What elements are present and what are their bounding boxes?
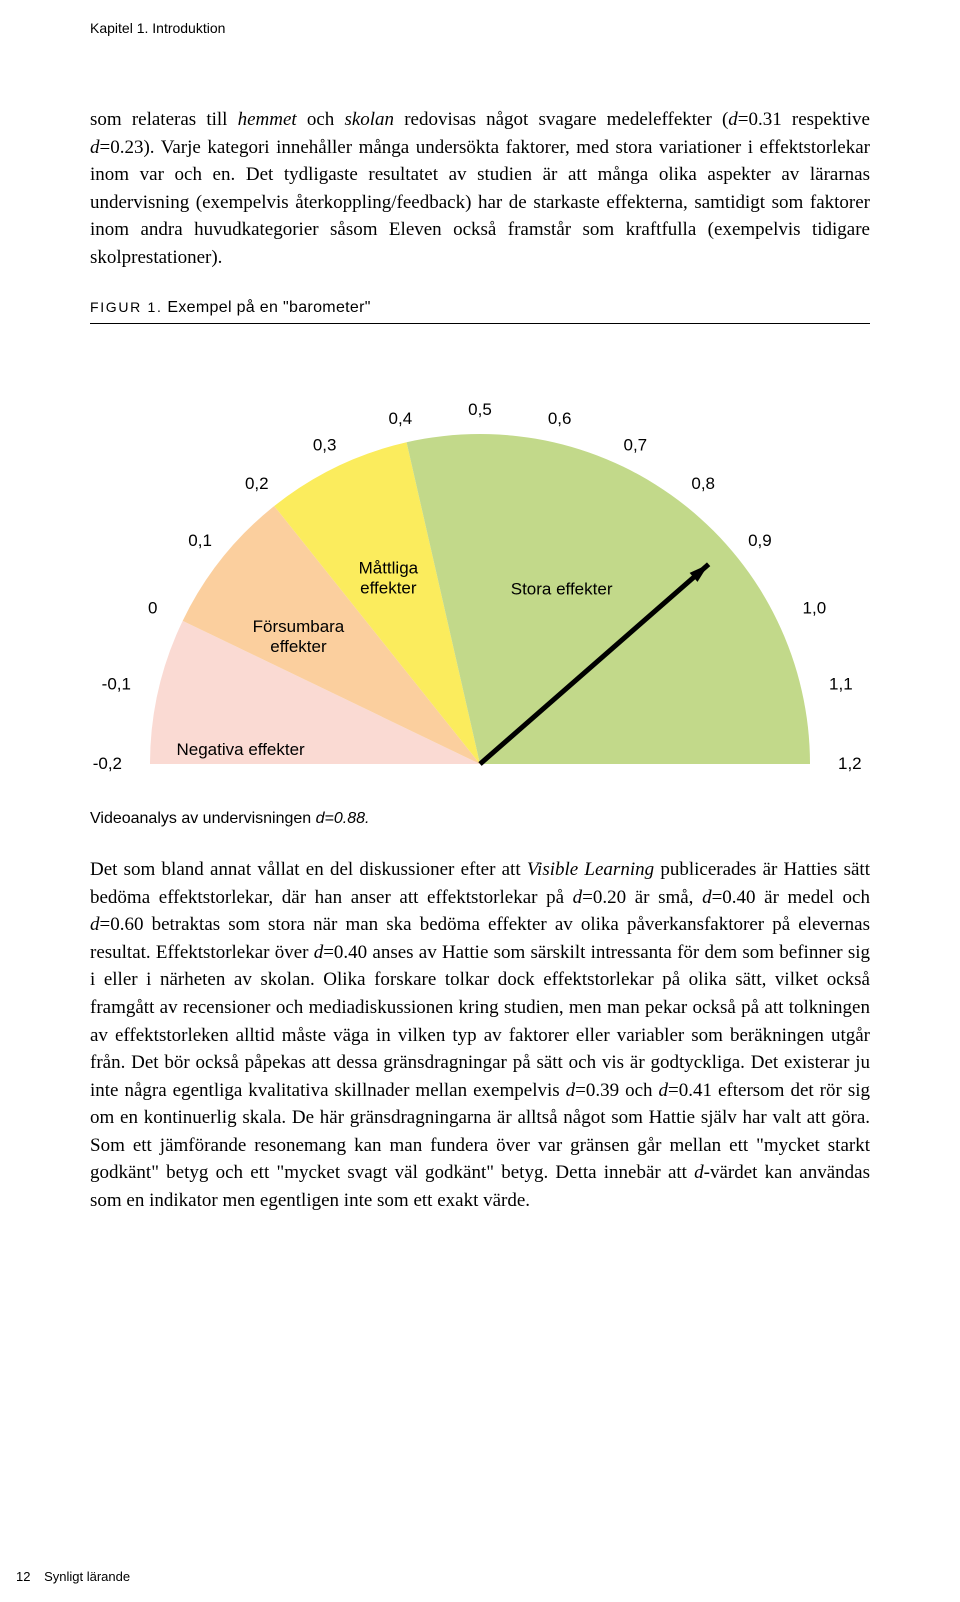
italic-d: d xyxy=(566,1080,576,1101)
italic-d: d xyxy=(694,1162,704,1183)
page-number: 12 xyxy=(16,1569,30,1584)
italic-hemmet: hemmet xyxy=(238,109,297,130)
region-label: effekter xyxy=(360,579,417,598)
running-head: Kapitel 1. Introduktion xyxy=(90,20,870,36)
tick-label: 1,0 xyxy=(803,599,827,618)
text: och xyxy=(297,109,345,130)
figure-title: Exempel på en "barometer" xyxy=(163,299,371,316)
tick-label: 0,9 xyxy=(748,531,772,550)
text: Det som bland annat vållat en del diskus… xyxy=(90,859,527,880)
tick-label: 0,8 xyxy=(691,474,715,493)
subnote-text: Videoanalys av undervisningen xyxy=(90,810,316,827)
discussion-paragraph: Det som bland annat vållat en del diskus… xyxy=(90,856,870,1214)
figure-subnote: Videoanalys av undervisningen d=0.88. xyxy=(90,810,870,828)
italic-d: d xyxy=(573,887,583,908)
tick-label: 0,5 xyxy=(468,400,492,419)
tick-label: 0,4 xyxy=(389,409,413,428)
tick-label: 0,2 xyxy=(245,474,269,493)
text: redovisas något svagare medeleffekter ( xyxy=(394,109,728,130)
region-label: Måttliga xyxy=(359,559,419,578)
italic-d: d xyxy=(659,1080,669,1101)
tick-label: 0 xyxy=(148,599,157,618)
region-label: Stora effekter xyxy=(511,580,613,599)
intro-paragraph: som relateras till hemmet och skolan red… xyxy=(90,106,870,271)
tick-label: 0,6 xyxy=(548,409,572,428)
italic-skolan: skolan xyxy=(344,109,394,130)
region-label: Försumbara xyxy=(253,617,345,636)
text: =0.31 respektive xyxy=(738,109,870,130)
tick-label: 1,2 xyxy=(838,754,862,773)
tick-label: 0,7 xyxy=(624,436,648,455)
figure-caption: FIGUR 1. Exempel på en "barometer" xyxy=(90,299,870,317)
tick-label: 0,1 xyxy=(188,531,212,550)
italic-d: d xyxy=(702,887,712,908)
tick-label: -0,1 xyxy=(102,675,131,694)
tick-label: 0,3 xyxy=(313,436,337,455)
text: =0.23). Varje kategori innehåller många … xyxy=(90,137,870,268)
footer-title: Synligt lärande xyxy=(44,1569,130,1584)
text: =0.40 är medel och xyxy=(712,887,870,908)
italic-d: d xyxy=(90,137,100,158)
text: =0.39 och xyxy=(575,1080,658,1101)
barometer-chart: -0,2 -0,1 0 0,1 0,2 0,3 0,4 0,5 0,6 0,7 0,8 0,9 1,0 1… xyxy=(90,334,870,804)
figure-number: FIGUR 1. xyxy=(90,299,163,315)
text: som relateras till xyxy=(90,109,238,130)
subnote-d: d=0.88. xyxy=(316,810,370,827)
region-negativa: Negativa effekter xyxy=(177,740,306,759)
tick-label: 1,1 xyxy=(829,675,853,694)
figure-rule xyxy=(90,323,870,324)
tick-label: -0,2 xyxy=(93,754,122,773)
page-footer: 12 Synligt lärande xyxy=(16,1569,130,1584)
text: =0.20 är små, xyxy=(582,887,702,908)
text: =0.40 anses av Hattie som särskilt intre… xyxy=(90,942,870,1101)
region-label: effekter xyxy=(270,637,327,656)
italic-visible-learning: Visible Learning xyxy=(527,859,654,880)
italic-d: d xyxy=(90,914,100,935)
italic-d: d xyxy=(728,109,738,130)
italic-d: d xyxy=(314,942,324,963)
